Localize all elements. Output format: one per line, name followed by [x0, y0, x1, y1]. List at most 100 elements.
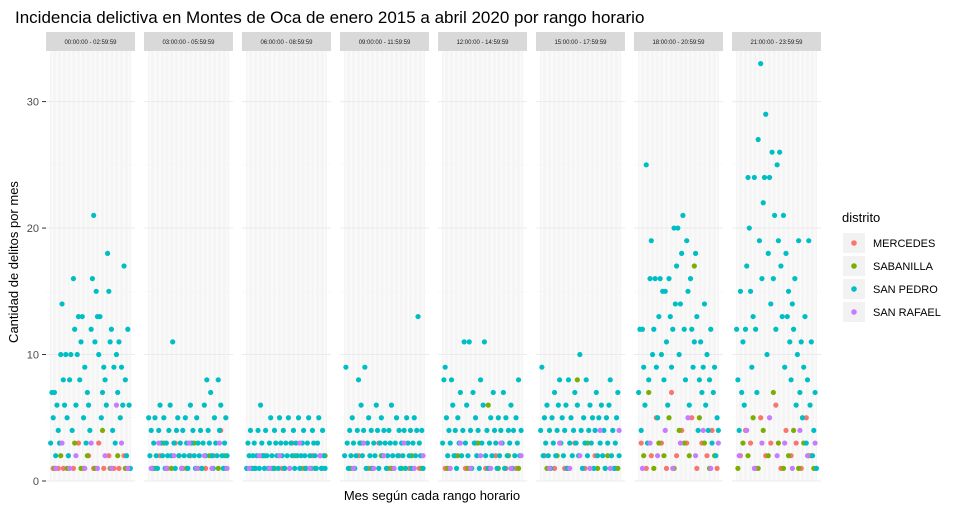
data-point — [407, 427, 414, 434]
y-tick-label: 10 — [27, 350, 39, 362]
data-point — [685, 288, 691, 294]
data-point — [594, 465, 601, 471]
data-point — [115, 453, 121, 459]
data-point — [613, 415, 620, 421]
data-point — [349, 415, 355, 421]
data-point — [761, 174, 768, 181]
data-point — [250, 453, 256, 459]
data-point — [79, 313, 85, 320]
data-point — [313, 465, 319, 471]
data-point — [543, 440, 549, 446]
data-point — [216, 427, 223, 434]
data-point — [448, 377, 455, 383]
data-point — [209, 465, 215, 471]
data-point — [616, 427, 622, 434]
data-point — [704, 351, 710, 358]
data-point — [359, 453, 365, 459]
data-point — [503, 415, 509, 421]
data-point — [559, 415, 565, 421]
data-point — [750, 415, 756, 421]
data-point — [675, 225, 681, 231]
data-point — [355, 377, 362, 383]
data-point — [679, 250, 685, 256]
data-point — [392, 440, 398, 446]
data-point — [115, 389, 121, 396]
data-point — [266, 440, 273, 446]
data-point — [555, 402, 561, 408]
data-point — [94, 465, 101, 471]
data-point — [648, 238, 654, 244]
data-point — [373, 402, 379, 408]
data-point — [197, 427, 204, 434]
data-point — [565, 377, 572, 383]
data-point — [701, 301, 708, 307]
data-point — [75, 313, 82, 320]
data-point — [126, 402, 132, 408]
data-point — [77, 377, 83, 383]
data-point — [658, 351, 665, 358]
data-point — [177, 440, 183, 446]
data-point — [601, 427, 607, 434]
data-point — [256, 465, 262, 471]
data-point — [147, 453, 153, 459]
data-point — [773, 326, 779, 332]
data-point — [677, 301, 683, 307]
data-point — [760, 427, 766, 434]
data-point — [146, 415, 152, 421]
data-point — [268, 415, 274, 421]
data-point — [181, 453, 187, 459]
data-point — [812, 389, 818, 396]
data-point — [106, 453, 112, 459]
data-point — [208, 389, 214, 396]
data-point — [539, 364, 545, 370]
data-point — [655, 453, 661, 459]
data-point — [302, 453, 308, 459]
data-point — [745, 453, 751, 459]
data-point — [218, 402, 224, 408]
data-point — [180, 427, 186, 434]
data-point — [666, 415, 672, 421]
data-point — [692, 453, 699, 459]
panel-strip-label: 18:00:00 - 20:59:59 — [652, 40, 705, 46]
data-point — [156, 427, 162, 434]
data-point — [415, 313, 421, 320]
data-point — [483, 453, 489, 459]
data-point — [607, 377, 613, 383]
data-point — [121, 263, 127, 269]
data-point — [478, 377, 484, 383]
data-point — [606, 402, 612, 408]
data-point — [53, 465, 59, 471]
data-point — [577, 453, 583, 459]
data-point — [691, 263, 697, 269]
data-point — [263, 427, 269, 434]
data-point — [656, 440, 662, 446]
data-point — [312, 453, 318, 459]
data-point — [540, 453, 546, 459]
data-point — [70, 276, 77, 282]
data-point — [453, 465, 460, 471]
data-point — [491, 427, 498, 434]
data-point — [103, 402, 109, 408]
data-point — [322, 465, 328, 471]
data-point — [690, 364, 696, 370]
data-point — [367, 453, 373, 459]
data-point — [224, 465, 230, 471]
data-point — [744, 263, 750, 269]
data-point — [99, 389, 106, 396]
data-point — [479, 440, 485, 446]
data-point — [809, 453, 816, 459]
data-point — [221, 440, 228, 446]
data-point — [488, 415, 494, 421]
data-point — [668, 364, 675, 370]
data-point — [378, 415, 384, 421]
data-point — [803, 440, 809, 446]
data-point — [797, 389, 803, 396]
data-point — [289, 453, 295, 459]
data-point — [420, 453, 426, 459]
data-point — [797, 427, 803, 434]
data-point — [93, 288, 99, 294]
data-point — [385, 453, 391, 459]
data-point — [297, 440, 303, 446]
data-point — [108, 465, 114, 471]
data-point — [770, 389, 776, 396]
